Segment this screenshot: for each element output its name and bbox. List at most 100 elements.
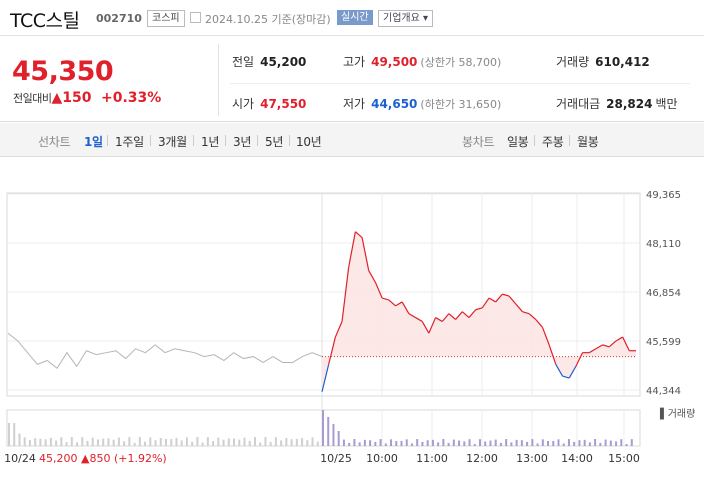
volume-bar: [175, 437, 178, 446]
volume-value: 610,412: [595, 55, 650, 69]
volume-bar: [86, 440, 89, 446]
price-line-segment: [321, 364, 330, 392]
volume-bar: [259, 442, 262, 446]
current-price: 45,350: [12, 56, 114, 87]
volume-bar: [112, 439, 115, 446]
x-tick-label: 10/25: [320, 452, 352, 465]
volume-bar: [227, 438, 230, 446]
price-line-segment: [588, 348, 597, 354]
volume-bar: [599, 442, 602, 446]
volume-bar: [8, 423, 10, 446]
volume-bar: [70, 437, 73, 446]
change-amount: 150: [62, 90, 92, 106]
price-line-segment: [535, 319, 543, 328]
prev-day-line: [7, 332, 323, 370]
price-line-segment: [568, 366, 577, 379]
volume-bar: [117, 437, 120, 446]
volume-bar: [102, 438, 105, 446]
tab-monthly-candle[interactable]: 월봉: [577, 135, 599, 149]
realtime-button[interactable]: 실시간: [337, 10, 373, 25]
x-tick-label: 11:00: [416, 452, 448, 465]
volume-bar: [342, 439, 345, 446]
volume-bar: [201, 442, 204, 446]
x-tick-label: 13:00: [516, 452, 548, 465]
as-of-date: 2024.10.25 기준(장마감): [205, 13, 331, 26]
tab-daily-candle[interactable]: 일봉: [507, 135, 529, 149]
volume-bar: [248, 441, 251, 446]
tab-1day[interactable]: 1일: [84, 135, 103, 149]
tab-weekly-candle[interactable]: 주봉: [542, 135, 564, 149]
volume-bar: [159, 438, 162, 446]
price-line-segment: [522, 311, 530, 315]
price-line-segment: [622, 336, 630, 351]
volume-bar: [34, 438, 37, 446]
price-line-segment: [488, 297, 497, 303]
volume-bar: [170, 439, 173, 446]
volume-bar: [588, 442, 591, 446]
volume-bar: [567, 439, 570, 446]
volume-bar: [557, 439, 560, 446]
volume-bar: [81, 437, 84, 446]
change-up-arrow-icon: ▲: [51, 90, 63, 106]
volume-bar: [316, 441, 319, 446]
price-chart[interactable]: 49,365 48,110 46,854 45,599 44,344 ▌거래량 10/24 1…: [0, 157, 704, 476]
volume-bar: [327, 417, 330, 446]
tab-5year[interactable]: 5년: [265, 135, 284, 149]
volume-bar: [322, 410, 324, 446]
tab-10year[interactable]: 10년: [296, 135, 322, 149]
company-name[interactable]: TCC스틸: [10, 10, 80, 32]
volume-bar: [604, 439, 607, 446]
y-tick-label: 48,110: [646, 239, 681, 250]
volume-bar: [562, 443, 565, 446]
price-line-segment: [421, 321, 430, 334]
volume-bar: [531, 439, 534, 446]
volume-bar: [23, 437, 26, 446]
volume-bar: [222, 439, 225, 446]
divider: [257, 135, 258, 146]
divider: [150, 135, 151, 146]
tab-1week[interactable]: 1주일: [115, 135, 144, 149]
volume-bar: [515, 439, 518, 446]
day-low: 저가 44,650 (하한가 31,650): [343, 95, 501, 112]
price-line-segment: [341, 266, 350, 322]
divider: [230, 83, 690, 84]
chart-canvas[interactable]: 49,365 48,110 46,854 45,599 44,344 ▌거래량 10/24 1…: [0, 157, 704, 476]
price-line-segment: [355, 231, 363, 238]
price-line-segment: [374, 282, 383, 299]
volume-bar: [243, 437, 246, 446]
volume-bar: [541, 439, 544, 446]
volume-bar: [295, 438, 298, 446]
volume-bar: [138, 437, 141, 446]
x-tick-label: 14:00: [561, 452, 593, 465]
volume-bar: [128, 437, 131, 446]
volume-bar: [463, 441, 466, 446]
volume-bar: [426, 440, 429, 446]
change-percent: +0.33%: [101, 90, 162, 106]
price-line-segment: [602, 344, 610, 348]
trading-value-label: 거래대금: [556, 97, 601, 111]
low-label: 저가: [343, 97, 366, 111]
y-tick-label: 44,344: [646, 386, 681, 397]
volume-bar: [337, 431, 340, 446]
tab-1year[interactable]: 1년: [201, 135, 220, 149]
volume-bar: [264, 437, 267, 446]
volume-bar: [400, 440, 403, 446]
tab-3month[interactable]: 3개월: [158, 135, 187, 149]
quote-summary: 45,350 전일대비▲150 +0.33% 전일 45,200 고가 49,500…: [0, 36, 704, 122]
volume-bar: [379, 439, 382, 446]
stock-header: TCC스틸 002710 코스피 2024.10.25 기준(장마감) 실시간 …: [0, 0, 704, 36]
volume-bar: [55, 440, 58, 446]
price-line-segment: [415, 317, 423, 322]
price-line-segment: [348, 231, 356, 267]
volume-bar: [65, 442, 68, 446]
open-price: 시가 47,550: [232, 95, 306, 112]
volume-bar: [144, 441, 147, 446]
volume-bar: [573, 441, 576, 446]
volume-bar: [473, 443, 476, 446]
tab-3year[interactable]: 3년: [233, 135, 252, 149]
company-overview-dropdown[interactable]: 기업개요 ▾: [378, 10, 433, 27]
volume-bar: [217, 437, 220, 446]
price-line-segment: [328, 336, 336, 365]
volume-bar: [311, 437, 314, 446]
price-line-segment: [334, 321, 343, 338]
